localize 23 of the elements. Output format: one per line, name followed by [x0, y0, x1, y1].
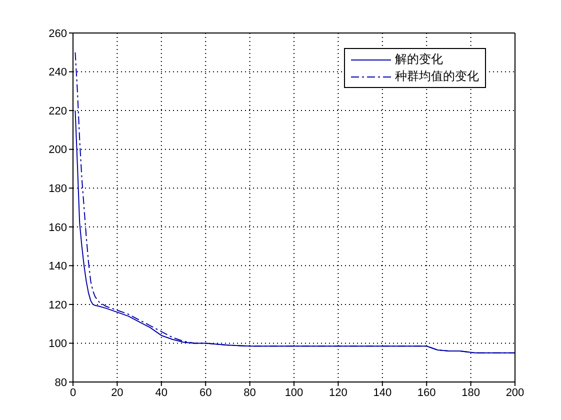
- y-tick-label: 120: [48, 299, 67, 312]
- x-tick-label: 60: [199, 386, 212, 399]
- y-tick-label: 240: [48, 66, 67, 79]
- y-tick-label: 200: [48, 144, 67, 156]
- y-tick-label: 80: [54, 376, 67, 389]
- y-tick-label: 140: [48, 260, 67, 273]
- x-tick-label: 180: [462, 386, 480, 399]
- y-tick-label: 220: [48, 105, 67, 118]
- x-tick-label: 100: [284, 386, 304, 399]
- x-tick-label: 140: [373, 386, 392, 399]
- x-tick-label: 200: [506, 386, 524, 399]
- x-tick-label: 120: [329, 386, 348, 399]
- y-tick-label: 100: [48, 338, 67, 350]
- y-tick-label: 160: [48, 222, 67, 234]
- legend-label: 种群均值的变化: [395, 68, 479, 85]
- x-tick-label: 80: [244, 386, 256, 399]
- x-tick-label: 40: [155, 386, 168, 399]
- x-tick-label: 0: [70, 386, 76, 399]
- x-tick-label: 20: [111, 386, 124, 399]
- y-tick-label: 180: [48, 183, 67, 196]
- x-tick-label: 160: [417, 386, 436, 399]
- y-tick-label: 260: [48, 28, 67, 40]
- legend-label: 解的变化: [395, 51, 443, 68]
